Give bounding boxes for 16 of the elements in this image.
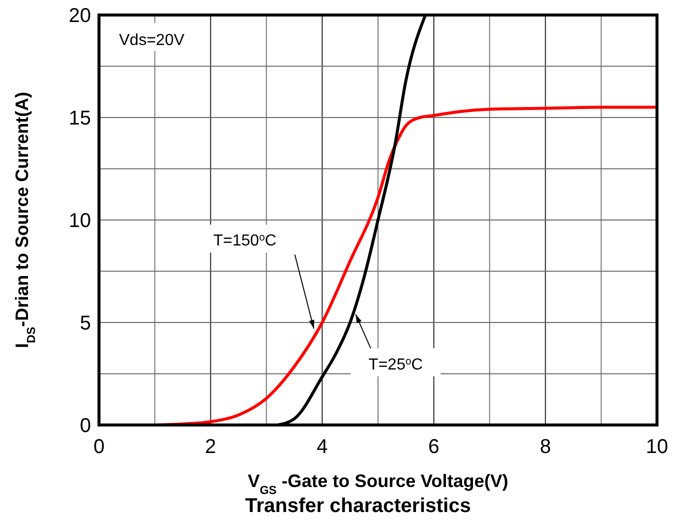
y-tick-label: 5 xyxy=(80,312,91,334)
x-tick-label: 0 xyxy=(93,436,105,458)
y-tick-label: 10 xyxy=(68,210,91,232)
y-tick-label: 0 xyxy=(80,415,91,437)
x-tick-label: 8 xyxy=(540,436,551,458)
y-tick-label: 15 xyxy=(68,108,91,130)
annotation: T=150$^{o}$C xyxy=(213,232,276,250)
x-tick-label: 4 xyxy=(316,436,328,458)
annotation: Vds=20V xyxy=(119,32,185,49)
annotation: T=25$^{o}$C xyxy=(368,356,423,374)
x-axis-title: V$_{GS}$ -Gate to Source Voltage(V) xyxy=(248,471,508,496)
x-tick-label: 6 xyxy=(428,436,440,458)
x-tick-label: 10 xyxy=(646,436,668,458)
text: Transfer characteristics xyxy=(245,495,471,517)
x-tick-label: 2 xyxy=(205,436,216,458)
y-tick-label: 20 xyxy=(68,5,91,27)
